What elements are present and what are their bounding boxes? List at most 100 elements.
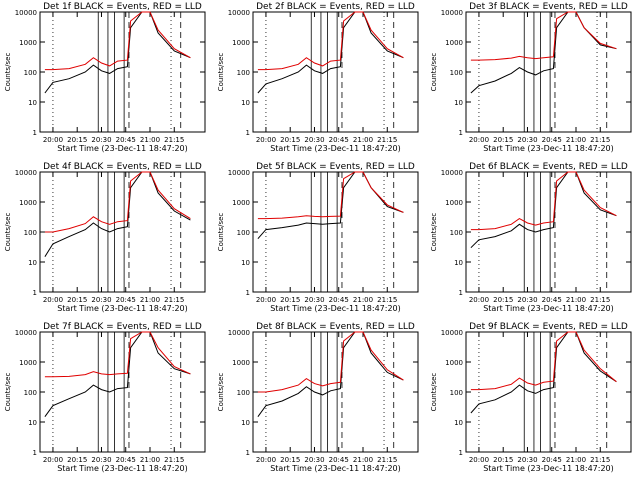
plot-frame	[39, 11, 206, 133]
x-tick-label: 21:00	[140, 456, 160, 464]
x-tick-label: 20:45	[329, 136, 349, 144]
chart-panel: Det 3f BLACK = Events, RED = LLD Counts/s…	[430, 2, 632, 153]
x-tick-label: 21:15	[164, 136, 184, 144]
plot-frame	[252, 331, 419, 453]
series-events-line	[470, 171, 617, 249]
x-tick-label: 21:00	[566, 296, 586, 304]
y-tick-label: 1	[459, 289, 463, 297]
y-axis-label: Counts/sec	[430, 53, 438, 92]
series-events-line	[44, 171, 191, 257]
x-tick-label: 20:30	[304, 456, 324, 464]
y-tick-label: 100	[450, 69, 463, 77]
y-tick-label: 10000	[441, 169, 463, 177]
x-tick-label: 20:45	[116, 296, 136, 304]
plot-frame	[252, 171, 419, 293]
y-tick-label: 10000	[228, 9, 250, 17]
series-events-line	[257, 331, 404, 417]
chart-panel: Det 4f BLACK = Events, RED = LLD Counts/s…	[4, 162, 206, 313]
series-lld-line	[470, 331, 617, 391]
y-tick-label: 1	[459, 449, 463, 457]
x-tick-label: 20:00	[43, 136, 63, 144]
y-axis-label: Counts/sec	[217, 213, 225, 252]
x-tick-label: 20:00	[469, 296, 489, 304]
x-tick-label: 20:45	[116, 136, 136, 144]
x-tick-label: 21:00	[566, 136, 586, 144]
x-tick-label: 21:15	[590, 296, 610, 304]
chart-panel: Det 5f BLACK = Events, RED = LLD Counts/s…	[217, 162, 419, 313]
x-tick-label: 21:00	[353, 456, 373, 464]
series-lld-line	[257, 171, 404, 220]
x-axis-label: Start Time (23-Dec-11 18:47:20)	[57, 464, 188, 473]
y-tick-label: 1	[246, 289, 250, 297]
x-tick-label: 20:15	[493, 296, 513, 304]
series-events-line	[44, 11, 191, 94]
x-tick-label: 20:15	[493, 456, 513, 464]
series-lld-line	[257, 331, 404, 393]
y-tick-label: 10000	[15, 9, 37, 17]
chart-title: Det 3f BLACK = Events, RED = LLD	[469, 2, 628, 12]
chart-panel: Det 7f BLACK = Events, RED = LLD Counts/s…	[4, 322, 206, 473]
x-tick-label: 20:00	[43, 296, 63, 304]
y-tick-label: 100	[24, 229, 37, 237]
x-tick-label: 20:30	[304, 136, 324, 144]
y-tick-label: 100	[237, 389, 250, 397]
x-tick-label: 20:00	[469, 136, 489, 144]
y-tick-label: 1000	[445, 359, 463, 367]
series-lld-line	[470, 171, 617, 231]
y-tick-label: 1000	[19, 199, 37, 207]
y-tick-label: 10	[28, 99, 37, 107]
x-axis-label: Start Time (23-Dec-11 18:47:20)	[57, 304, 188, 313]
chart-title: Det 4f BLACK = Events, RED = LLD	[43, 162, 202, 172]
y-tick-label: 1000	[232, 199, 250, 207]
y-tick-label: 1000	[19, 39, 37, 47]
y-tick-label: 1	[33, 129, 37, 137]
x-tick-label: 21:15	[164, 456, 184, 464]
y-tick-label: 10000	[441, 329, 463, 337]
series-lld-line	[257, 11, 404, 71]
x-tick-label: 21:15	[590, 136, 610, 144]
chart-title: Det 7f BLACK = Events, RED = LLD	[43, 322, 202, 332]
plot-frame	[465, 331, 632, 453]
chart-title: Det 5f BLACK = Events, RED = LLD	[256, 162, 415, 172]
y-tick-label: 1000	[19, 359, 37, 367]
x-tick-label: 20:30	[91, 456, 111, 464]
chart-panel: Det 1f BLACK = Events, RED = LLD Counts/s…	[4, 2, 206, 153]
x-tick-label: 21:00	[140, 136, 160, 144]
x-tick-label: 20:30	[91, 296, 111, 304]
y-tick-label: 1000	[445, 199, 463, 207]
chart-title: Det 2f BLACK = Events, RED = LLD	[256, 2, 415, 12]
chart-title: Det 6f BLACK = Events, RED = LLD	[469, 162, 628, 172]
x-tick-label: 20:15	[67, 136, 87, 144]
series-lld-line	[44, 331, 191, 378]
x-axis-label: Start Time (23-Dec-11 18:47:20)	[483, 304, 614, 313]
x-tick-label: 20:30	[517, 456, 537, 464]
y-tick-label: 10	[454, 259, 463, 267]
x-tick-label: 20:30	[91, 136, 111, 144]
y-tick-label: 10000	[228, 329, 250, 337]
x-tick-label: 20:30	[517, 296, 537, 304]
chart-panel: Det 9f BLACK = Events, RED = LLD Counts/s…	[430, 322, 632, 473]
x-tick-label: 20:45	[542, 136, 562, 144]
y-tick-label: 10	[241, 259, 250, 267]
x-tick-label: 21:15	[377, 296, 397, 304]
plot-frame	[252, 11, 419, 133]
y-tick-label: 10	[241, 99, 250, 107]
y-tick-label: 1	[459, 129, 463, 137]
y-tick-label: 10000	[15, 329, 37, 337]
y-tick-label: 1	[246, 449, 250, 457]
plot-frame	[39, 171, 206, 293]
y-axis-label: Counts/sec	[217, 53, 225, 92]
x-tick-label: 21:00	[353, 296, 373, 304]
series-events-line	[257, 171, 404, 240]
y-tick-label: 1000	[445, 39, 463, 47]
y-tick-label: 1	[33, 289, 37, 297]
x-tick-label: 20:15	[280, 456, 300, 464]
y-tick-label: 1	[246, 129, 250, 137]
chart-title: Det 1f BLACK = Events, RED = LLD	[43, 2, 202, 12]
y-tick-label: 100	[237, 229, 250, 237]
series-lld-line	[44, 171, 191, 233]
x-axis-label: Start Time (23-Dec-11 18:47:20)	[270, 464, 401, 473]
x-tick-label: 20:15	[280, 296, 300, 304]
series-events-line	[257, 11, 404, 94]
x-tick-label: 20:15	[280, 136, 300, 144]
